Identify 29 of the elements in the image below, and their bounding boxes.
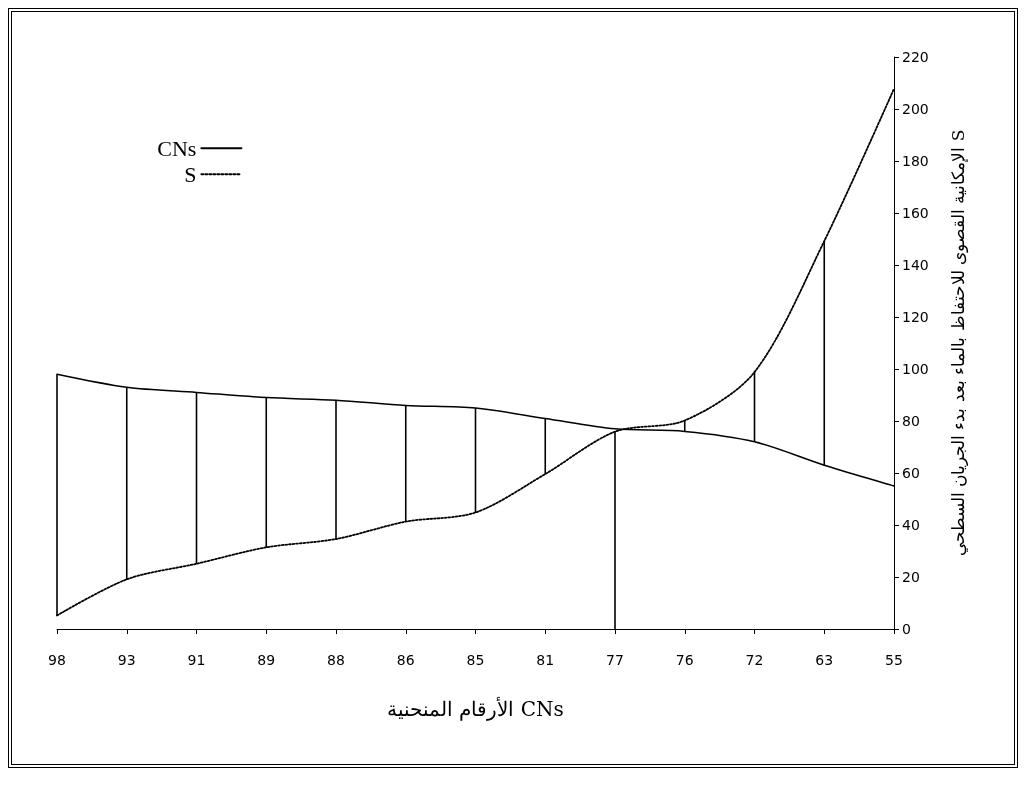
y-tick-label: 220 — [902, 49, 929, 65]
x-tick-label: 85 — [466, 652, 485, 668]
x-tick-label: 88 — [327, 652, 345, 668]
x-tick-label: 86 — [396, 652, 415, 668]
x-tick-label: 91 — [187, 652, 206, 668]
x-axis-title: الأرقام المنحنية CNs — [387, 696, 564, 721]
legend-label: S — [184, 161, 197, 187]
x-tick-label: 76 — [675, 652, 694, 668]
y-tick-label: 80 — [902, 413, 920, 429]
x-tick-label: 63 — [815, 652, 834, 668]
y-tick-label: 140 — [902, 257, 929, 273]
y-axis-title: الإمكانية القصوى للاحتفاظ بالماء بعد بدء الجريان السطحي S — [947, 129, 969, 557]
x-tick-label: 72 — [745, 652, 764, 668]
x-tick-label: 98 — [48, 652, 66, 668]
x-tick-label: 81 — [536, 652, 555, 668]
y-tick-label: 120 — [902, 309, 929, 325]
x-tick-label: 89 — [257, 652, 276, 668]
y-tick-label: 160 — [902, 205, 929, 221]
y-tick-label: 0 — [902, 621, 911, 637]
y-tick-label: 40 — [902, 517, 920, 533]
x-tick-label: 93 — [117, 652, 136, 668]
legend-label: CNs — [157, 135, 197, 161]
y-tick-label: 100 — [902, 361, 929, 377]
x-tick-label: 77 — [606, 652, 624, 668]
y-tick-label: 200 — [902, 101, 929, 117]
y-tick-label: 180 — [902, 153, 929, 169]
x-tick-label: 55 — [885, 652, 903, 668]
y-tick-label: 20 — [902, 569, 920, 585]
y-tick-label: 60 — [902, 465, 920, 481]
